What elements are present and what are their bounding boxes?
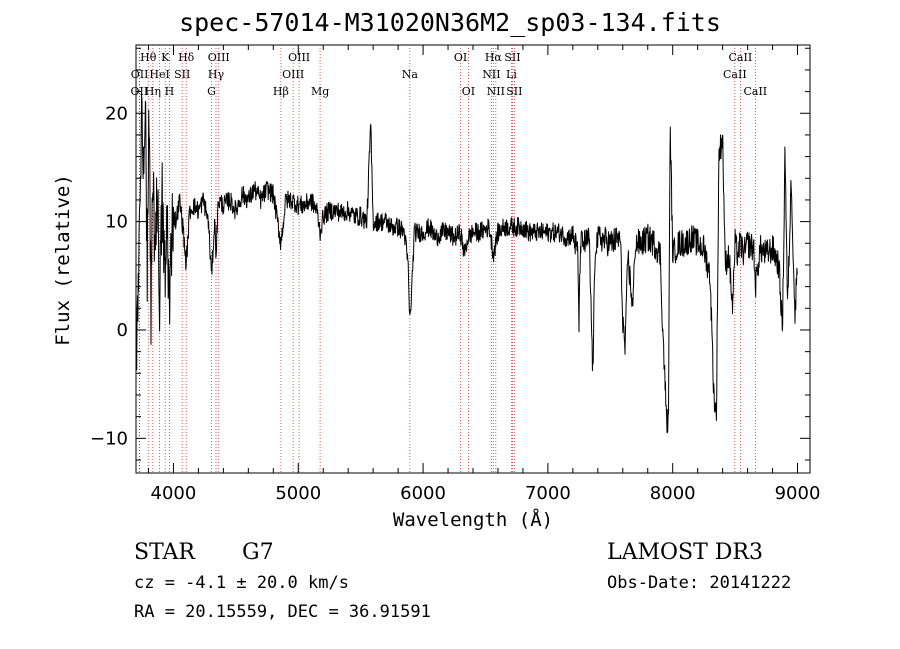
- chart-title: spec-57014-M31020N36M2_sp03-134.fits: [179, 8, 721, 37]
- x-tick-label: 8000: [650, 483, 696, 504]
- line-marker-label: SII: [506, 85, 522, 98]
- line-marker-label: OIII: [282, 68, 304, 81]
- emission-line-labels: OIIOIIHθHηHeIKHSIIHδGHγOIIIHβOIIIOIIIMgN…: [131, 51, 768, 98]
- line-marker-label: OI: [454, 51, 467, 64]
- line-marker-label: Hβ: [273, 85, 289, 98]
- object-subclass: G7: [242, 540, 274, 565]
- ra-dec-text: RA = 20.15559, DEC = 36.91591: [134, 602, 431, 622]
- line-marker-label: NII: [482, 68, 500, 81]
- plot-frame: [135, 44, 811, 474]
- line-marker-label: SII: [504, 51, 520, 64]
- line-marker-label: OI: [462, 85, 475, 98]
- line-marker-label: SII: [174, 68, 190, 81]
- y-tick-label: −10: [90, 428, 128, 449]
- x-tick-label: 4000: [151, 483, 197, 504]
- line-marker-label: OII: [131, 68, 149, 81]
- y-tick-label: 20: [105, 103, 128, 124]
- line-marker-label: Hγ: [208, 68, 225, 81]
- obs-date-text: Obs-Date: 20141222: [607, 573, 792, 593]
- line-marker-label: Hθ: [140, 51, 157, 64]
- line-marker-label: OIII: [208, 51, 230, 64]
- x-tick-label: 7000: [525, 483, 571, 504]
- line-marker-label: CaII: [743, 85, 767, 98]
- line-marker-label: HeI: [149, 68, 169, 81]
- x-tick-label: 6000: [400, 483, 446, 504]
- spectrum-line: [135, 93, 798, 434]
- y-axis-label: Flux (relative): [52, 174, 74, 346]
- redshift-text: cz = -4.1 ± 20.0 km/s: [134, 573, 349, 593]
- line-marker-label: OIII: [288, 51, 310, 64]
- line-marker-label: Mg: [311, 85, 329, 98]
- line-marker-label: CaII: [723, 68, 747, 81]
- line-marker-label: Na: [402, 68, 419, 81]
- line-marker-label: Hδ: [178, 51, 195, 64]
- line-marker-label: Hα: [485, 51, 503, 64]
- survey-name: LAMOST DR3: [607, 540, 763, 565]
- emission-line-markers: [138, 45, 756, 473]
- y-tick-label: 0: [117, 320, 128, 341]
- x-axis: 4000 5000 6000 7000 8000 9000: [147, 45, 821, 504]
- line-marker-label: Hη: [145, 85, 161, 98]
- y-tick-label: 10: [105, 212, 128, 233]
- x-tick-label: 9000: [775, 483, 821, 504]
- line-marker-label: CaII: [729, 51, 753, 64]
- x-axis-label: Wavelength (Å): [392, 509, 554, 531]
- line-marker-label: H: [165, 85, 175, 98]
- line-marker-label: Li: [506, 68, 517, 81]
- line-marker-label: G: [207, 85, 216, 98]
- x-tick-label: 5000: [275, 483, 321, 504]
- line-marker-label: K: [161, 51, 170, 64]
- line-marker-label: NII: [487, 85, 505, 98]
- object-class: STAR: [134, 540, 195, 565]
